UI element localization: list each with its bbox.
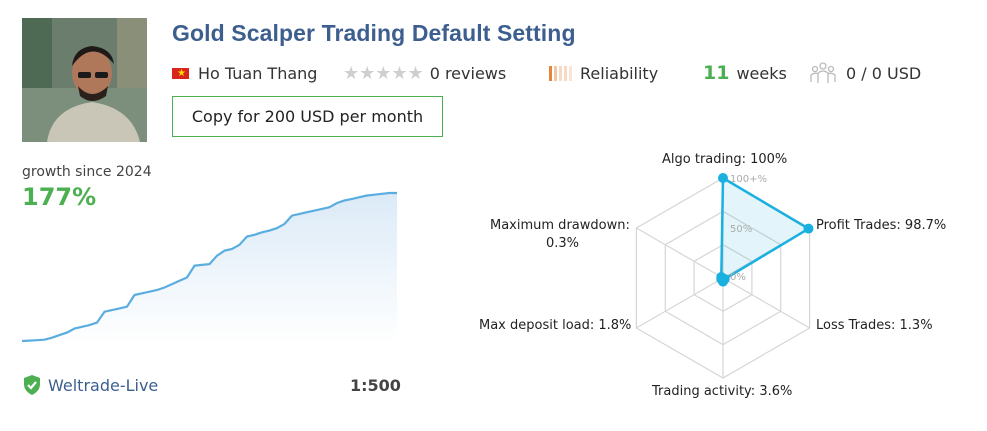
- radar-chart[interactable]: 100+% 50% 0%: [620, 160, 830, 390]
- radar-label-loss: Loss Trades: 1.3%: [816, 318, 933, 333]
- reliability-bars-icon: [549, 65, 572, 81]
- radar-grid-spoke: [636, 277, 724, 329]
- weeks-label: weeks: [736, 63, 787, 83]
- growth-chart[interactable]: [22, 185, 400, 350]
- rating-stars-icon: ★★★★★: [343, 62, 424, 84]
- radar-tick-label: 50%: [730, 224, 752, 235]
- radar-grid-spoke: [722, 277, 810, 329]
- radar-grid-spoke: [636, 227, 724, 279]
- author-name[interactable]: Ho Tuan Thang: [198, 63, 318, 83]
- broker-name[interactable]: Weltrade-Live: [48, 375, 159, 395]
- copy-subscribe-button[interactable]: Copy for 200 USD per month: [172, 96, 443, 137]
- weeks-value: 11: [703, 62, 730, 84]
- reviews-count[interactable]: 0 reviews: [429, 63, 507, 83]
- shield-check-icon: [24, 375, 40, 395]
- broker-link[interactable]: Weltrade-Live: [22, 374, 158, 396]
- radar-label-activity: Trading activity: 3.6%: [652, 384, 793, 399]
- radar-label-profit: Profit Trades: 98.7%: [816, 218, 947, 233]
- weeks-row: 11 weeks: [703, 62, 787, 84]
- reliability-row[interactable]: Reliability: [549, 62, 658, 84]
- reviews-row[interactable]: ★★★★★ 0 reviews: [343, 62, 506, 84]
- growth-value: 177%: [22, 183, 97, 211]
- radar-point: [803, 223, 814, 234]
- radar-label-drawdown: Maximum drawdown:: [490, 218, 630, 233]
- radar-point: [716, 272, 727, 282]
- author-row[interactable]: ★ Ho Tuan Thang: [172, 62, 317, 84]
- growth-area: [22, 193, 397, 343]
- radar-label-algo: Algo trading: 100%: [662, 152, 788, 167]
- reliability-label: Reliability: [580, 63, 659, 83]
- leverage-value: 1:500: [350, 376, 401, 395]
- author-avatar[interactable]: [22, 18, 147, 142]
- radar-point: [718, 173, 728, 183]
- radar-label-drawdown-value: 0.3%: [546, 236, 580, 251]
- radar-label-deposit: Max deposit load: 1.8%: [479, 318, 632, 333]
- vietnam-flag-icon: ★: [172, 67, 189, 79]
- growth-line: [22, 191, 397, 343]
- radar-tick-label: 0%: [730, 272, 746, 283]
- radar-tick-label: 100+%: [730, 174, 767, 185]
- subscribers-icon: [810, 62, 836, 83]
- subscribers-row: 0 / 0 USD: [810, 62, 921, 84]
- growth-label: growth since 2024: [22, 164, 152, 180]
- product-title[interactable]: Gold Scalper Trading Default Setting: [172, 20, 576, 46]
- subscribers-value: 0 / 0 USD: [846, 63, 922, 83]
